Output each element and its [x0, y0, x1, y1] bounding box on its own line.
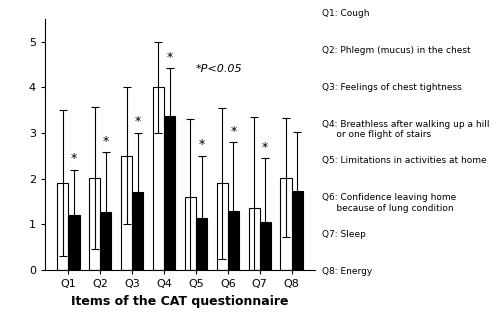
- Bar: [58, 183, 68, 270]
- Bar: [216, 183, 228, 270]
- Bar: [248, 208, 260, 270]
- Bar: [100, 212, 112, 270]
- Text: Q1: Cough: Q1: Cough: [322, 9, 370, 19]
- Text: Q7: Sleep: Q7: Sleep: [322, 230, 366, 239]
- Bar: [228, 211, 239, 270]
- Text: *: *: [103, 135, 109, 148]
- Text: *P<0.05: *P<0.05: [196, 64, 242, 74]
- Text: *: *: [230, 125, 236, 138]
- Text: Q6: Confidence leaving home
     because of lung condition: Q6: Confidence leaving home because of l…: [322, 193, 457, 213]
- Text: Q5: Limitations in activities at home: Q5: Limitations in activities at home: [322, 156, 487, 165]
- Bar: [196, 218, 207, 270]
- Bar: [280, 178, 291, 270]
- Text: Q4: Breathless after walking up a hill
     or one flight of stairs: Q4: Breathless after walking up a hill o…: [322, 120, 490, 139]
- Bar: [121, 156, 132, 270]
- Bar: [132, 192, 143, 270]
- Bar: [260, 222, 271, 270]
- Text: *: *: [71, 152, 77, 165]
- Text: *: *: [262, 141, 268, 154]
- Bar: [185, 197, 196, 270]
- Text: *: *: [166, 51, 173, 64]
- Bar: [292, 192, 302, 270]
- Text: Q2: Phlegm (mucus) in the chest: Q2: Phlegm (mucus) in the chest: [322, 46, 471, 55]
- Bar: [68, 215, 80, 270]
- Text: Q8: Energy: Q8: Energy: [322, 267, 373, 276]
- Text: *: *: [134, 116, 141, 128]
- X-axis label: Items of the CAT questionnaire: Items of the CAT questionnaire: [72, 295, 289, 308]
- Bar: [153, 87, 164, 270]
- Text: Q3: Feelings of chest tightness: Q3: Feelings of chest tightness: [322, 83, 462, 92]
- Text: *: *: [198, 138, 204, 151]
- Bar: [89, 178, 101, 270]
- Bar: [164, 116, 175, 270]
